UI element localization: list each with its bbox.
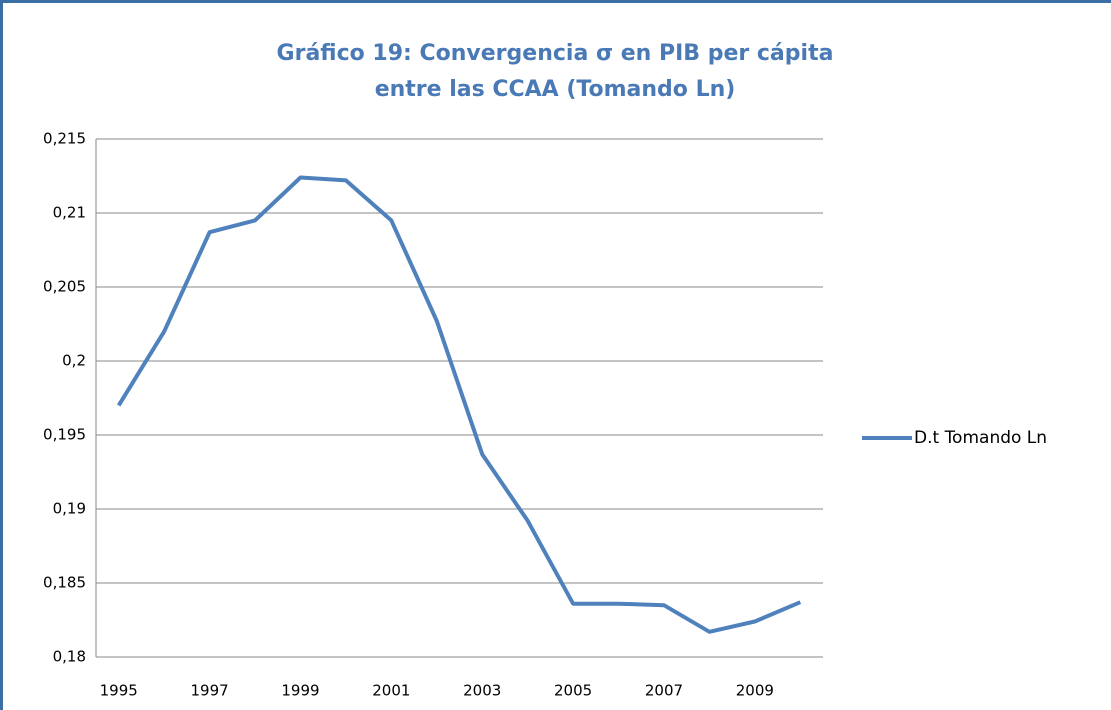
x-tick-label: 2003 bbox=[463, 682, 501, 700]
y-tick-label: 0,2 bbox=[62, 352, 86, 370]
x-tick-label: 1997 bbox=[191, 682, 229, 700]
data-line bbox=[116, 175, 802, 634]
chart-title: Gráfico 19: Convergencia σ en PIB per cá… bbox=[277, 41, 834, 66]
x-tick-label: 1999 bbox=[281, 682, 319, 700]
x-tick-label: 2007 bbox=[645, 682, 683, 700]
x-tick-label: 2005 bbox=[554, 682, 592, 700]
y-tick-label: 0,21 bbox=[53, 204, 86, 222]
x-tick-label: 2009 bbox=[736, 682, 774, 700]
chart-title: entre las CCAA (Tomando Ln) bbox=[375, 77, 736, 102]
y-tick-label: 0,215 bbox=[43, 130, 86, 148]
x-tick-label: 2001 bbox=[372, 682, 410, 700]
x-tick-label: 1995 bbox=[100, 682, 138, 700]
y-tick-label: 0,185 bbox=[43, 574, 86, 592]
y-tick-label: 0,18 bbox=[53, 648, 86, 666]
y-tick-label: 0,19 bbox=[53, 500, 86, 518]
y-tick-label: 0,195 bbox=[43, 426, 86, 444]
y-tick-label: 0,205 bbox=[43, 278, 86, 296]
legend-label: D.t Tomando Ln bbox=[914, 428, 1047, 448]
